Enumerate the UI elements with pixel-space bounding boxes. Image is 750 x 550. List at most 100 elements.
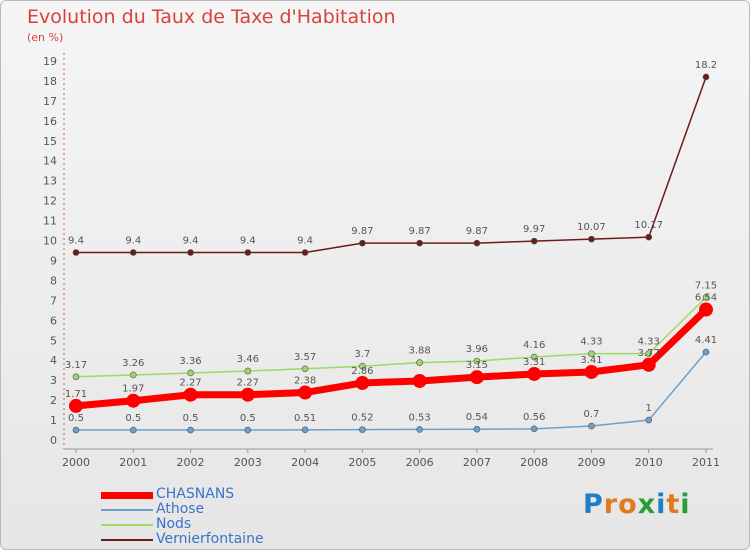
data-point: [240, 387, 255, 402]
proxiti-logo: Proxiti: [583, 489, 691, 520]
data-point: [473, 239, 481, 247]
y-tick-label: 19: [43, 55, 57, 68]
data-label: 3.96: [466, 344, 488, 355]
data-label: 0.7: [584, 409, 600, 420]
x-tick-label: 2007: [463, 456, 491, 469]
data-label: 3.31: [523, 357, 545, 368]
data-label: 18.2: [695, 60, 717, 71]
y-tick-label: 0: [50, 434, 57, 447]
data-label: 0.5: [68, 413, 84, 424]
legend-item-vernierfontaine: Vernierfontaine: [101, 531, 351, 548]
data-label: 3.46: [237, 354, 259, 365]
series-line-nods: [75, 296, 707, 378]
data-label: 9.4: [125, 235, 141, 246]
data-label: 0.51: [294, 413, 316, 424]
data-point: [702, 73, 710, 81]
data-point: [527, 366, 542, 381]
data-label: 10.07: [577, 222, 606, 233]
legend-swatch: [101, 509, 153, 511]
data-point: [530, 353, 538, 361]
data-label: 4.16: [523, 340, 545, 351]
y-tick-label: 8: [50, 274, 57, 287]
x-tick-label: 2005: [348, 456, 376, 469]
data-point: [645, 416, 653, 424]
data-point: [72, 373, 80, 381]
legend-label: Nods: [156, 516, 192, 532]
logo-letter: i: [656, 489, 667, 520]
y-tick-label: 3: [50, 374, 57, 387]
x-tick-label: 2002: [177, 456, 205, 469]
legend-swatch: [101, 539, 153, 541]
legend-item-athose: Athose: [101, 501, 351, 518]
data-label: 3.41: [580, 355, 602, 366]
x-tick-label: 2001: [119, 456, 147, 469]
data-point: [645, 233, 653, 241]
legend-item-chasnans: CHASNANS: [101, 486, 351, 503]
data-label: 9.87: [351, 226, 373, 237]
y-tick-label: 1: [50, 414, 57, 427]
data-point: [244, 426, 252, 434]
x-tick-label: 2003: [234, 456, 262, 469]
data-point: [530, 237, 538, 245]
data-point: [412, 373, 427, 388]
data-label: 7.15: [695, 280, 717, 291]
data-point: [530, 425, 538, 433]
data-label: 3.15: [466, 360, 488, 371]
y-tick-label: 18: [43, 75, 57, 88]
legend-label: Vernierfontaine: [156, 531, 264, 547]
data-label: 3.77: [638, 348, 660, 359]
data-point: [187, 369, 194, 377]
data-label: 4.41: [695, 335, 717, 346]
data-point: [72, 249, 80, 256]
data-point: [298, 385, 313, 400]
x-tick-label: 2011: [692, 456, 720, 469]
logo-letter: P: [583, 489, 604, 520]
data-label: 10.17: [634, 220, 663, 231]
y-tick-label: 7: [50, 294, 57, 307]
data-label: 9.87: [409, 226, 431, 237]
series-line-chasnans: [75, 307, 709, 410]
data-label: 4.33: [638, 337, 660, 348]
data-point: [359, 426, 366, 433]
data-point: [301, 426, 309, 434]
x-tick-label: 2000: [62, 456, 90, 469]
data-point: [129, 249, 137, 256]
data-point: [416, 359, 423, 366]
y-tick-label: 17: [43, 95, 57, 108]
data-point: [72, 426, 80, 434]
data-label: 3.17: [65, 360, 87, 371]
data-point: [69, 398, 83, 413]
data-label: 0.56: [523, 412, 545, 423]
data-point: [702, 348, 710, 356]
logo-letter: x: [637, 489, 657, 520]
data-label: 2.27: [179, 378, 201, 389]
data-point: [588, 235, 595, 243]
y-tick-label: 9: [50, 254, 57, 267]
y-tick-label: 14: [43, 155, 57, 168]
data-point: [699, 302, 713, 317]
legend-swatch: [101, 524, 153, 526]
data-point: [473, 357, 481, 365]
data-label: 0.5: [125, 413, 141, 424]
x-tick-label: 2006: [406, 456, 434, 469]
data-point: [183, 387, 198, 402]
logo-letter: i: [680, 489, 691, 520]
data-label: 9.4: [68, 235, 84, 246]
data-label: 0.52: [351, 413, 373, 424]
data-point: [244, 367, 252, 375]
data-label: 3.36: [179, 356, 201, 367]
y-tick-label: 16: [43, 115, 57, 128]
data-point: [187, 249, 194, 256]
y-tick-label: 4: [50, 354, 57, 367]
data-label: 9.97: [523, 224, 545, 235]
data-point: [588, 350, 595, 357]
data-label: 2.86: [351, 366, 373, 377]
x-tick-label: 2009: [577, 456, 605, 469]
data-label: 9.4: [297, 235, 313, 246]
y-tick-label: 15: [43, 135, 57, 148]
data-point: [301, 365, 309, 373]
y-tick-label: 5: [50, 334, 57, 347]
data-label: 0.54: [466, 412, 488, 423]
